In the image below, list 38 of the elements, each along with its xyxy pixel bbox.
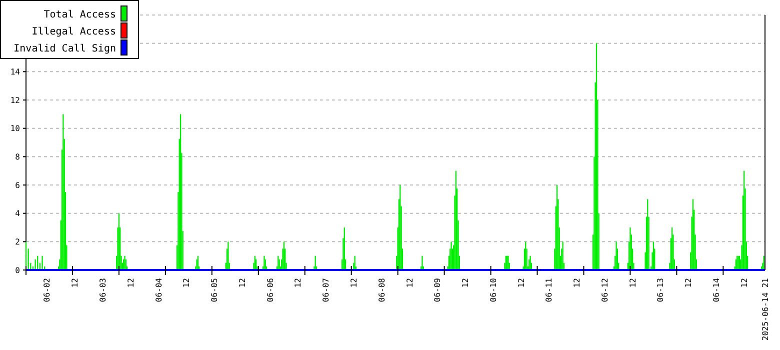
y-tick-label: 10 bbox=[10, 124, 20, 134]
legend-label: Invalid Call Sign bbox=[14, 44, 116, 54]
y-tick-label: 8 bbox=[15, 152, 20, 162]
y-tick-label: 12 bbox=[10, 96, 20, 105]
x-tick-label: 12 bbox=[349, 278, 358, 288]
x-tick-label: 06-14 bbox=[712, 278, 721, 302]
y-tick-label: 4 bbox=[15, 209, 20, 218]
x-tick-label: 12 bbox=[628, 278, 638, 288]
x-tick-label: 06-09 bbox=[433, 278, 442, 302]
x-tick-label: 06-05 bbox=[210, 278, 220, 302]
x-tick-label: 2025-06-14 21 bbox=[760, 278, 770, 341]
x-tick-label: 12 bbox=[238, 278, 247, 288]
x-tick-label: 06-04 bbox=[154, 278, 164, 302]
x-tick-label: 06-13 bbox=[656, 278, 666, 302]
y-tick-label: 0 bbox=[15, 266, 20, 275]
x-tick-label: 06-12 bbox=[600, 278, 610, 302]
x-tick-label: 12 bbox=[182, 278, 192, 288]
y-tick-label: 6 bbox=[15, 180, 20, 190]
x-tick-label: 12 bbox=[126, 278, 136, 288]
legend-label: Total Access bbox=[44, 10, 116, 20]
x-tick-label: 12 bbox=[684, 278, 694, 288]
x-tick-label: 12 bbox=[572, 278, 582, 288]
legend-label: Illegal Access bbox=[32, 26, 116, 38]
x-tick-label: 06-11 bbox=[544, 278, 554, 302]
y-tick-label: 14 bbox=[10, 67, 20, 76]
x-tick-label: 12 bbox=[294, 278, 303, 288]
x-tick-label: 06-03 bbox=[98, 278, 108, 302]
x-tick-label: 12 bbox=[70, 278, 80, 288]
x-tick-label: 06-10 bbox=[488, 278, 498, 302]
x-tick-label: 06-06 bbox=[266, 278, 275, 302]
x-tick-label: 12 bbox=[740, 278, 749, 288]
x-tick-label: 06-08 bbox=[377, 278, 386, 302]
x-tick-label: 12 bbox=[461, 278, 470, 288]
x-tick-label: 06-02 bbox=[42, 278, 52, 302]
y-tick-label: 2 bbox=[15, 237, 20, 246]
x-tick-label: 12 bbox=[516, 278, 526, 288]
x-tick-label: 06-07 bbox=[322, 278, 331, 302]
x-tick-label: 12 bbox=[405, 278, 414, 288]
